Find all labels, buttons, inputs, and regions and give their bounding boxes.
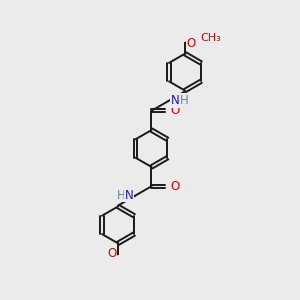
Text: N: N (171, 94, 179, 107)
Text: O: O (171, 104, 180, 117)
Text: CH₃: CH₃ (201, 33, 221, 43)
Text: O: O (171, 180, 180, 193)
Text: H: H (179, 94, 188, 107)
Text: O: O (107, 248, 116, 260)
Text: H: H (117, 189, 126, 202)
Text: O: O (186, 37, 196, 50)
Text: N: N (124, 189, 133, 202)
